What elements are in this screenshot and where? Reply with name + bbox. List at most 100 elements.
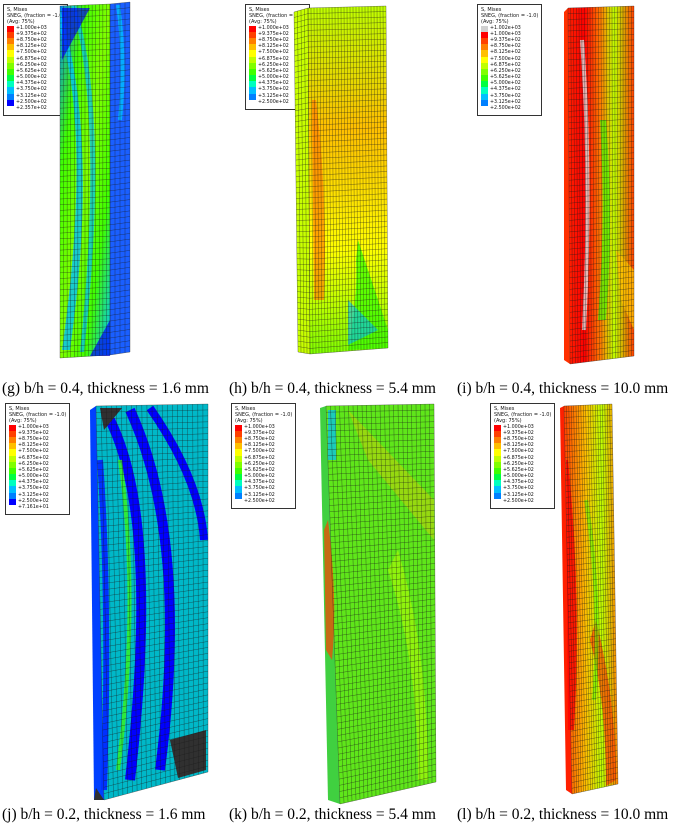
legend-row: +8.750e+02: [249, 37, 306, 45]
legend-row: +3.750e+02: [9, 486, 66, 493]
mesh-line: [568, 118, 635, 124]
legend-swatch: [235, 455, 242, 462]
mesh-line: [99, 564, 209, 578]
mesh-line: [295, 136, 309, 139]
mesh-line: [59, 32, 111, 35]
legend-swatch: [7, 75, 14, 82]
mesh-line: [571, 750, 618, 760]
mesh-line: [568, 638, 616, 646]
mesh-line: [309, 309, 388, 316]
mesh-line: [308, 171, 387, 176]
mesh-line: [59, 88, 111, 92]
legend-row: +2.357e+02: [7, 106, 64, 112]
legend-value: +3.125e+02: [258, 93, 289, 99]
mesh-line: [297, 285, 310, 288]
mesh-line: [308, 27, 387, 31]
mesh-line: [109, 103, 131, 107]
mesh-line: [102, 718, 209, 744]
legend-value: +9.375e+02: [244, 430, 275, 436]
mesh-line: [109, 165, 131, 169]
legend-swatch: [235, 467, 242, 475]
mesh-line: [336, 681, 436, 699]
mesh-line: [294, 74, 309, 79]
legend-row: +6.875e+02: [249, 56, 306, 63]
mesh-line: [569, 338, 635, 347]
mesh-line: [296, 203, 310, 205]
mesh-line: [109, 267, 131, 271]
legend-swatch: [481, 75, 488, 82]
legend-row: +6.250e+02: [481, 68, 538, 76]
mesh-line: [334, 634, 436, 649]
mesh-line: [567, 577, 615, 584]
legend-swatch: [235, 449, 242, 456]
mesh-line: [569, 327, 635, 336]
mesh-line: [109, 227, 131, 231]
mesh-line: [309, 298, 388, 304]
legend-row: +5.000e+02: [235, 474, 292, 481]
mesh-line: [99, 552, 209, 566]
mesh-line: [338, 746, 436, 767]
mesh-line: [569, 186, 635, 192]
legend-swatch: [7, 50, 14, 57]
legend-value: +3.750e+02: [244, 486, 275, 492]
mesh-line: [568, 62, 635, 66]
mesh-line: [335, 663, 436, 680]
mesh-line: [59, 343, 111, 347]
mesh-line: [309, 347, 389, 355]
mesh-line: [295, 164, 309, 166]
mesh-line: [308, 38, 387, 42]
legend-value: +2.500e+02: [258, 99, 289, 105]
mesh-line: [568, 135, 635, 141]
mesh-line: [568, 129, 635, 135]
mesh-line: [309, 231, 388, 238]
mesh-line: [564, 420, 613, 424]
mesh-line: [109, 46, 131, 50]
legend-swatch: [494, 436, 501, 444]
mesh-line: [569, 683, 617, 692]
caption-i: (i) b/h = 0.4, thickness = 10.0 mm: [457, 380, 669, 397]
mesh-line: [296, 197, 310, 199]
legend-row: +1.000e+03: [481, 31, 538, 38]
mesh-line: [109, 284, 131, 288]
fe-model-j: [90, 403, 209, 801]
mesh-line: [568, 158, 635, 164]
mesh-line: [564, 437, 613, 441]
legend-row: +8.125e+02: [7, 44, 64, 51]
panel-g: S, Mises SNEG, (fraction = -1.0) (Avg: 7…: [0, 0, 228, 413]
mesh-line: [309, 215, 388, 221]
mesh-line: [571, 744, 618, 755]
mesh-line: [109, 142, 131, 146]
mesh-line: [295, 147, 309, 150]
mesh-line: [59, 292, 111, 296]
legend-row: +1.000e+03: [235, 424, 292, 431]
legend-avg: (Avg: 75%): [249, 19, 277, 26]
mesh-line: [109, 154, 131, 158]
mesh-line: [308, 138, 387, 143]
mesh-line: [59, 128, 111, 132]
mesh-line: [568, 113, 635, 118]
mesh-line: [571, 755, 618, 766]
mesh-line: [567, 560, 615, 566]
mesh-line: [59, 269, 111, 274]
mesh-line: [109, 30, 131, 33]
mesh-line: [100, 635, 209, 655]
mesh-line: [569, 259, 635, 267]
mesh-line: [309, 270, 388, 277]
mesh-line: [59, 196, 111, 200]
mesh-line: [294, 30, 309, 35]
mesh-line: [569, 350, 635, 359]
mesh-line: [96, 433, 209, 438]
mesh-line: [327, 445, 435, 450]
mesh-line: [569, 237, 635, 244]
mesh-line: [109, 351, 131, 356]
mesh-line: [569, 271, 635, 279]
mesh-line: [565, 459, 613, 464]
mesh-line: [568, 169, 635, 175]
mesh-line: [59, 37, 111, 41]
legend-value: +6.875e+02: [16, 56, 47, 62]
legend-value: +7.500e+02: [18, 449, 49, 455]
mesh-line: [109, 63, 131, 67]
legend-row: +9.375e+02: [249, 31, 306, 38]
mesh-line: [334, 628, 436, 643]
mesh-line: [109, 159, 131, 163]
